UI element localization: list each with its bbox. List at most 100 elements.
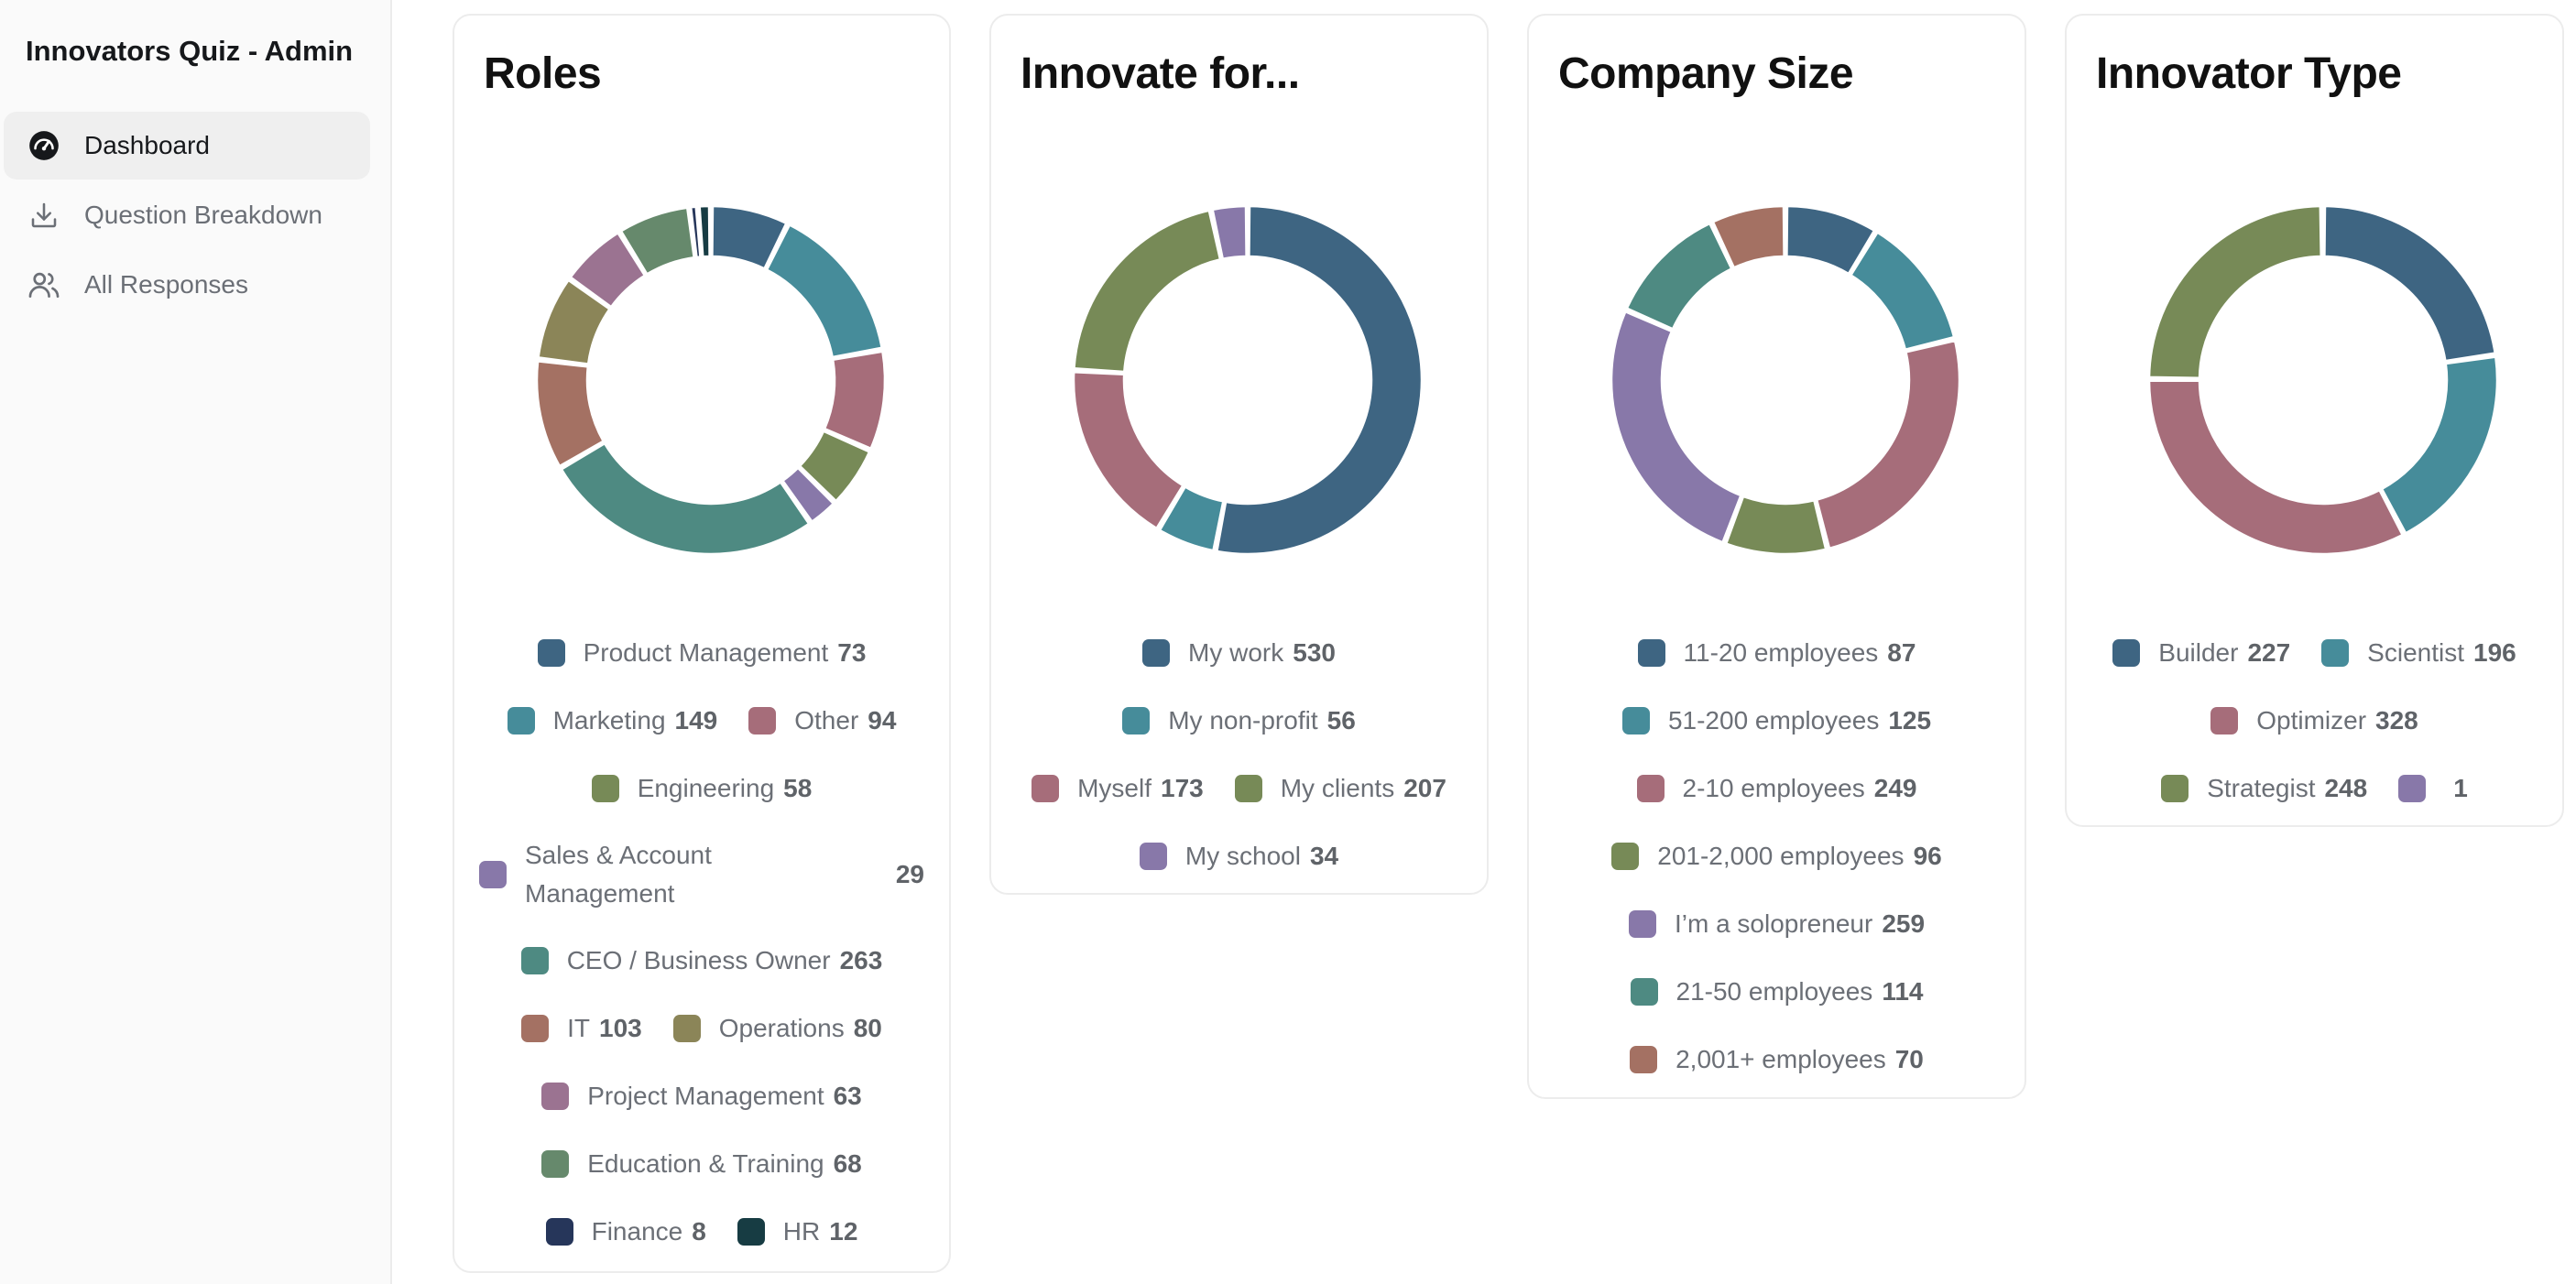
- legend-item[interactable]: Builder 227: [2112, 638, 2290, 668]
- card-title: Innovator Type: [2096, 49, 2402, 98]
- card-title: Roles: [484, 49, 602, 98]
- legend-swatch: [1628, 910, 1656, 938]
- legend-swatch: [1637, 639, 1665, 667]
- legend-swatch: [2321, 639, 2350, 667]
- legend-item[interactable]: Marketing 149: [507, 706, 717, 735]
- donut-slice-optimizer[interactable]: [2147, 379, 2404, 556]
- legend-item[interactable]: Education & Training 68: [541, 1149, 862, 1179]
- legend-item[interactable]: My clients 207: [1234, 774, 1446, 803]
- donut-slice-other[interactable]: [823, 350, 887, 450]
- sidebar-item-dashboard[interactable]: Dashboard: [4, 112, 370, 180]
- legend-item[interactable]: Project Management 63: [541, 1082, 862, 1111]
- donut-slice-21-50-employees[interactable]: [1625, 222, 1733, 331]
- legend-swatch: [537, 639, 565, 667]
- legend-item[interactable]: 201-2,000 employees 96: [1611, 842, 1942, 871]
- donut-slice-builder[interactable]: [2323, 204, 2496, 363]
- donut-slice-myself[interactable]: [1072, 370, 1184, 530]
- donut-slice-it[interactable]: [535, 360, 605, 468]
- innovate-for-legend: My work 530 My non-profit 56 Myself 173 My …: [1017, 633, 1461, 876]
- users-icon: [26, 267, 62, 303]
- legend-item[interactable]: 21-50 employees 114: [1630, 977, 1923, 1007]
- donut-slice-project-management[interactable]: [569, 232, 647, 309]
- donut-slice-hr[interactable]: [698, 204, 711, 258]
- donut-slice-11-20-employees[interactable]: [1785, 204, 1876, 276]
- company-size-card: Company Size 11-20 employees 87 51-200 em…: [1527, 14, 2026, 1099]
- donut-slice-2-001-employees[interactable]: [1711, 204, 1785, 269]
- sidebar-item-label: Question Breakdown: [84, 201, 322, 229]
- legend-item[interactable]: 2,001+ employees 70: [1630, 1045, 1924, 1074]
- legend-swatch: [507, 707, 535, 734]
- donut-slice-education-training[interactable]: [619, 206, 695, 276]
- legend-item[interactable]: Other 94: [748, 706, 896, 735]
- legend-item[interactable]: Engineering 58: [591, 774, 812, 803]
- roles-donut-chart: [535, 204, 887, 556]
- donut-slice-sales-account-management[interactable]: [781, 466, 835, 523]
- legend-swatch: [2398, 775, 2427, 802]
- legend-item[interactable]: Optimizer 328: [2210, 706, 2418, 735]
- donut-slice-51-200-employees[interactable]: [1850, 231, 1956, 351]
- legend-item[interactable]: 51-200 employees 125: [1621, 706, 1931, 735]
- legend-swatch: [672, 1015, 701, 1042]
- legend-item[interactable]: IT 103: [521, 1014, 642, 1043]
- sidebar-nav: Dashboard Question Breakdown All Respons…: [4, 112, 370, 321]
- legend-item[interactable]: Product Management 73: [537, 638, 866, 668]
- legend-item[interactable]: 2-10 employees 249: [1636, 774, 1916, 803]
- legend-item[interactable]: Finance 8: [545, 1217, 706, 1246]
- roles-card: Roles Product Management 73 Marketing 149 …: [453, 14, 951, 1273]
- sidebar-item-label: All Responses: [84, 270, 248, 299]
- legend-swatch: [1630, 978, 1658, 1006]
- legend-swatch: [2112, 639, 2141, 667]
- donut-slice-i-m-a-solopreneur[interactable]: [1610, 310, 1742, 544]
- legend-item[interactable]: My non-profit 56: [1122, 706, 1356, 735]
- legend-swatch: [521, 1015, 550, 1042]
- legend-swatch: [1611, 843, 1640, 870]
- legend-item[interactable]: 1: [2398, 774, 2468, 803]
- legend-swatch: [520, 947, 549, 974]
- donut-slice-finance[interactable]: [689, 205, 702, 259]
- donut-slice-operations[interactable]: [537, 278, 611, 365]
- donut-slice-marketing[interactable]: [765, 223, 883, 359]
- company-size-legend: 11-20 employees 87 51-200 employees 125 2-…: [1555, 633, 1999, 1080]
- donut-slice-201-2-000-employees[interactable]: [1725, 495, 1828, 556]
- legend-item[interactable]: Myself 173: [1031, 774, 1204, 803]
- legend-item[interactable]: 11-20 employees 87: [1637, 638, 1916, 668]
- sidebar-item-question-breakdown[interactable]: Question Breakdown: [4, 181, 370, 249]
- company-size-donut-chart: [1610, 204, 1961, 556]
- legend-swatch: [748, 707, 777, 734]
- roles-legend: Product Management 73 Marketing 149 Other 9…: [479, 633, 924, 1252]
- legend-swatch: [591, 775, 619, 802]
- legend-swatch: [1621, 707, 1650, 734]
- donut-slice-2-10-employees[interactable]: [1815, 339, 1961, 550]
- legend-item[interactable]: CEO / Business Owner 263: [520, 946, 882, 975]
- legend-swatch: [1031, 775, 1060, 802]
- donut-slice-product-management[interactable]: [711, 204, 788, 270]
- legend-item[interactable]: I’m a solopreneur 259: [1628, 909, 1925, 939]
- donut-slice-my-work[interactable]: [1216, 204, 1424, 556]
- legend-swatch: [1234, 775, 1262, 802]
- legend-item[interactable]: My school 34: [1139, 842, 1338, 871]
- legend-swatch: [1139, 843, 1167, 870]
- donut-slice-my-school[interactable]: [1211, 204, 1248, 261]
- donut-slice-strategist[interactable]: [2147, 204, 2322, 379]
- donut-slice-ceo-business-owner[interactable]: [560, 441, 811, 556]
- donut-slice-engineering[interactable]: [798, 430, 871, 503]
- app-title: Innovators Quiz - Admin: [26, 35, 354, 67]
- legend-item[interactable]: Strategist 248: [2161, 774, 2367, 803]
- legend-swatch: [1142, 639, 1171, 667]
- sidebar: Innovators Quiz - Admin Dashboard Questi…: [0, 0, 392, 1284]
- innovator-type-card: Innovator Type Builder 227 Scientist 196 O…: [2065, 14, 2564, 827]
- legend-item[interactable]: Sales & Account Management 29: [479, 836, 924, 913]
- legend-swatch: [1636, 775, 1665, 802]
- donut-slice-my-non-profit[interactable]: [1158, 485, 1225, 552]
- innovator-type-donut-chart: [2147, 204, 2499, 556]
- download-icon: [26, 197, 62, 234]
- sidebar-item-all-responses[interactable]: All Responses: [4, 251, 370, 319]
- legend-item[interactable]: My work 530: [1142, 638, 1336, 668]
- donut-slice-scientist[interactable]: [2380, 355, 2499, 535]
- legend-item[interactable]: Operations 80: [672, 1014, 882, 1043]
- innovate-for-donut-chart: [1072, 204, 1424, 556]
- legend-item[interactable]: Scientist 196: [2321, 638, 2516, 668]
- legend-swatch: [545, 1218, 573, 1246]
- legend-item[interactable]: HR 12: [737, 1217, 857, 1246]
- donut-slice-my-clients[interactable]: [1073, 209, 1222, 374]
